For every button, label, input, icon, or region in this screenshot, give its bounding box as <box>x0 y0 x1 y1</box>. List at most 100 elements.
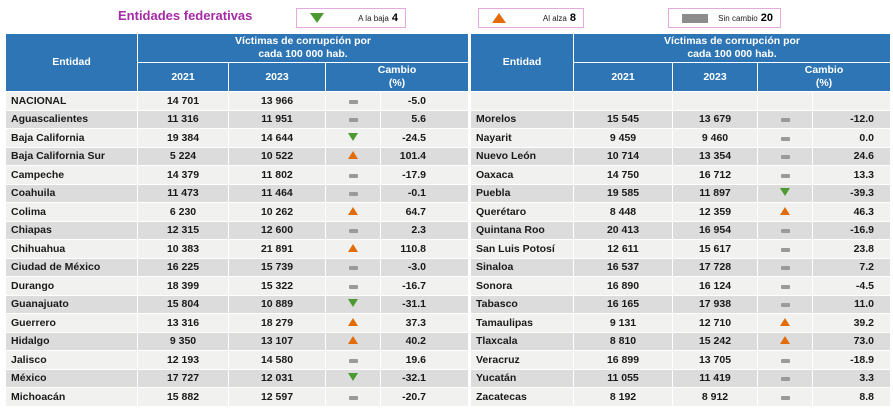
no-change-rect-icon <box>780 155 790 160</box>
value-2021: 17 727 <box>137 368 229 388</box>
up-triangle-icon <box>780 336 790 345</box>
change-value: -20.7 <box>379 387 470 407</box>
change-value: 39.2 <box>811 313 892 333</box>
value-2023 <box>672 91 758 111</box>
change-value: -16.7 <box>379 276 470 296</box>
change-value: -18.9 <box>811 350 892 370</box>
value-2021: 19 384 <box>137 128 229 148</box>
table-row: Colima 6 230 10 262 64.7 <box>5 202 470 222</box>
value-2021: 15 804 <box>137 294 229 314</box>
entity-name: Baja California Sur <box>5 146 138 166</box>
value-2021: 12 193 <box>137 350 229 370</box>
value-2023: 13 107 <box>228 331 326 351</box>
table-row: Sinaloa 16 537 17 728 7.2 <box>470 257 892 277</box>
no-change-rect-icon <box>780 303 790 308</box>
value-2021: 8 448 <box>573 202 673 222</box>
change-value: 46.3 <box>811 202 892 222</box>
table-row: Coahuila 11 473 11 464 -0.1 <box>5 183 470 203</box>
no-change-rect-icon <box>780 377 790 382</box>
value-2021: 14 750 <box>573 165 673 185</box>
no-change-rect-icon <box>348 192 358 197</box>
entity-name: Sonora <box>470 276 574 296</box>
no-change-rect-icon <box>780 136 790 141</box>
value-2023: 13 705 <box>672 350 758 370</box>
value-2023: 11 951 <box>228 109 326 129</box>
table-row: Morelos 15 545 13 679 -12.0 <box>470 109 892 129</box>
no-change-rect-icon <box>348 395 358 400</box>
trend-cell <box>757 257 813 277</box>
table-row: San Luis Potosí 12 611 15 617 23.8 <box>470 239 892 259</box>
value-2023: 17 938 <box>672 294 758 314</box>
value-2021: 19 585 <box>573 183 673 203</box>
value-2023: 15 322 <box>228 276 326 296</box>
table-body: NACIONAL 14 701 13 966 -5.0 Aguascalientes 11… <box>5 91 470 407</box>
value-2021: 8 192 <box>573 387 673 407</box>
value-2021: 9 131 <box>573 313 673 333</box>
value-2023: 15 242 <box>672 331 758 351</box>
trend-cell <box>757 313 813 333</box>
entity-name: Campeche <box>5 165 138 185</box>
up-triangle-icon <box>780 317 790 326</box>
victims-group-header: Víctimas de corrupción por cada 100 000 … <box>136 33 470 63</box>
trend-cell <box>325 128 381 148</box>
change-value: 5.6 <box>379 109 470 129</box>
entity-name: Michoacán <box>5 387 138 407</box>
change-value: -3.0 <box>379 257 470 277</box>
value-2023: 17 728 <box>672 257 758 277</box>
trend-cell <box>757 183 813 203</box>
change-column-header: Cambio (%) <box>324 62 470 92</box>
no-change-rect-icon <box>780 284 790 289</box>
up-triangle-icon <box>348 336 358 345</box>
value-2021: 9 350 <box>137 331 229 351</box>
trend-cell <box>757 387 813 407</box>
entity-name: Hidalgo <box>5 331 138 351</box>
table-row: Hidalgo 9 350 13 107 40.2 <box>5 331 470 351</box>
group-header-line1: Víctimas de corrupción por <box>235 35 371 48</box>
value-2021: 20 413 <box>573 220 673 240</box>
legend-no-change-count: 20 <box>760 12 773 24</box>
entity-name: Ciudad de México <box>5 257 138 277</box>
entity-name: Nayarit <box>470 128 574 148</box>
entity-name: Chiapas <box>5 220 138 240</box>
value-2023: 16 124 <box>672 276 758 296</box>
up-triangle-icon <box>348 243 358 252</box>
value-2021: 16 899 <box>573 350 673 370</box>
value-2023: 12 710 <box>672 313 758 333</box>
no-change-rect-icon <box>348 118 358 123</box>
table-row: NACIONAL 14 701 13 966 -5.0 <box>5 91 470 111</box>
value-2021: 6 230 <box>137 202 229 222</box>
trend-cell <box>325 202 381 222</box>
table-row: Nuevo León 10 714 13 354 24.6 <box>470 146 892 166</box>
table-row <box>470 91 892 111</box>
table-body: Morelos 15 545 13 679 -12.0 Nayarit 9 459 9 46… <box>470 91 892 407</box>
trend-cell <box>325 257 381 277</box>
table-row: Veracruz 16 899 13 705 -18.9 <box>470 350 892 370</box>
change-value: 2.3 <box>379 220 470 240</box>
value-2023: 16 712 <box>672 165 758 185</box>
value-2023: 16 954 <box>672 220 758 240</box>
value-2023: 11 897 <box>672 183 758 203</box>
value-2021: 18 399 <box>137 276 229 296</box>
table-row: Chiapas 12 315 12 600 2.3 <box>5 220 470 240</box>
group-header-line2: cada 100 000 hab. <box>687 48 777 60</box>
entity-name: Guerrero <box>5 313 138 333</box>
entity-name: NACIONAL <box>5 91 138 111</box>
value-2023: 10 522 <box>228 146 326 166</box>
no-change-rect-icon <box>682 13 708 23</box>
value-2021: 16 890 <box>573 276 673 296</box>
entity-name: Sinaloa <box>470 257 574 277</box>
legend-down-count: 4 <box>391 12 398 24</box>
table-row: Jalisco 12 193 14 580 19.6 <box>5 350 470 370</box>
change-value: -0.1 <box>379 183 470 203</box>
down-triangle-icon <box>348 373 358 382</box>
legend-down-label: A la baja <box>358 13 389 23</box>
table-row: Ciudad de México 16 225 15 739 -3.0 <box>5 257 470 277</box>
trend-cell <box>757 276 813 296</box>
value-2021: 12 611 <box>573 239 673 259</box>
trend-cell <box>757 202 813 222</box>
entity-name: Baja California <box>5 128 138 148</box>
group-header-line1: Víctimas de corrupción por <box>664 35 800 48</box>
value-2023: 10 262 <box>228 202 326 222</box>
value-2021: 12 315 <box>137 220 229 240</box>
table-row: Sonora 16 890 16 124 -4.5 <box>470 276 892 296</box>
